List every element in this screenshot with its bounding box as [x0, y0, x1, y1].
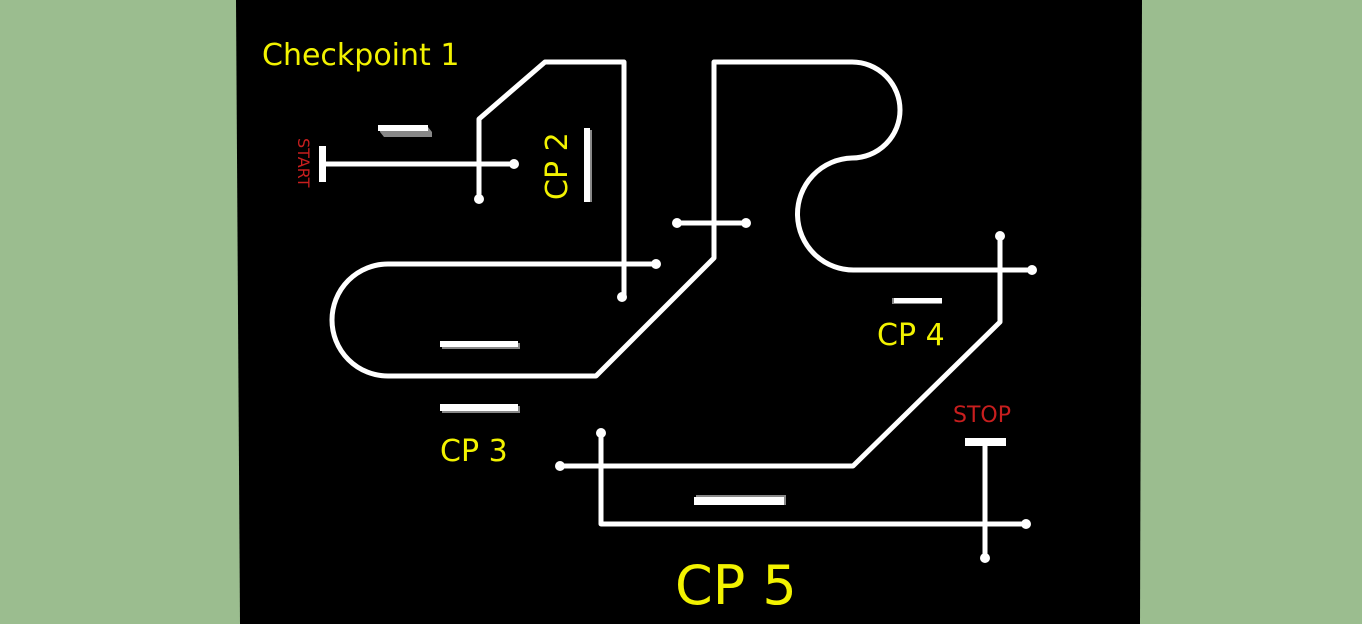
- track-segment: [598, 430, 1029, 527]
- checkpoint-3-label: CP 3: [440, 434, 508, 469]
- checkpoint-gate-3b: [440, 404, 520, 413]
- start-label: START: [294, 138, 313, 188]
- checkpoint-5-label: CP 5: [675, 554, 797, 617]
- track-segment: [557, 233, 1003, 469]
- track-endpoint: [617, 292, 627, 302]
- checkpoint-gate-3a: [440, 341, 520, 349]
- checkpoint-gate-1: [378, 125, 432, 137]
- game-board: [236, 0, 1142, 624]
- checkpoint-gate-5: [694, 495, 786, 505]
- checkpoint-gates: [378, 125, 942, 505]
- stop-label: STOP: [953, 403, 1011, 428]
- checkpoint-2-label: CP 2: [540, 132, 575, 200]
- start-cap: [319, 146, 326, 182]
- track-segment: [476, 59, 627, 300]
- track-endpoint: [741, 218, 751, 228]
- track-segment: [329, 59, 1035, 379]
- stop-cap: [965, 438, 1006, 446]
- track-endpoint: [1021, 519, 1031, 529]
- track-endpoint: [980, 553, 990, 563]
- track: [319, 59, 1035, 561]
- checkpoint-4-label: CP 4: [877, 318, 945, 353]
- track-endpoint: [555, 461, 565, 471]
- track-endpoint: [995, 231, 1005, 241]
- track-endpoint: [1027, 265, 1037, 275]
- track-endpoints: [474, 159, 1037, 563]
- track-endpoint: [509, 159, 519, 169]
- checkpoint-gate-4: [892, 298, 942, 304]
- checkpoint-1-label: Checkpoint 1: [262, 38, 459, 73]
- track-endpoint: [474, 194, 484, 204]
- track-endpoint: [596, 428, 606, 438]
- track-endpoint: [672, 218, 682, 228]
- checkpoint-gate-2: [584, 128, 592, 202]
- track-endpoint: [651, 259, 661, 269]
